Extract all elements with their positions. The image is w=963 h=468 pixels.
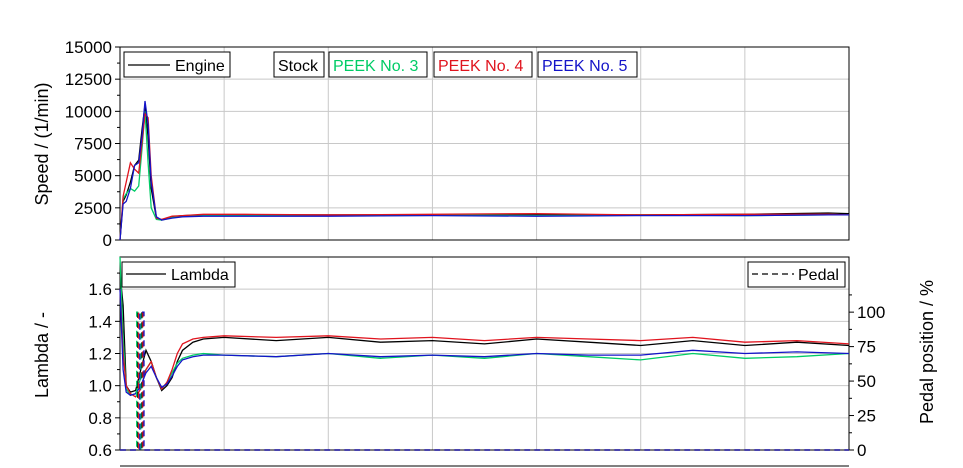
lambda-y-axis-label: Lambda / - xyxy=(32,312,52,398)
legend-stock-label: Stock xyxy=(278,58,319,75)
legend-peek5-box xyxy=(537,51,638,78)
pedal-y-axis-label: Pedal position / % xyxy=(917,280,937,424)
y-tick-label: 0.8 xyxy=(88,409,112,428)
speed-y-axis-label: Speed / (1/min) xyxy=(32,82,52,205)
speed-line-peek-no-5 xyxy=(119,100,849,241)
speed-panel: 0 2500 5000 7500 10000 12500 15000 Speed / (1/… xyxy=(32,38,850,250)
lambda-legend: Lambda Pedal xyxy=(121,261,846,288)
y-tick-label: 12500 xyxy=(65,70,112,89)
legend-peek3-label: PEEK No. 3 xyxy=(333,58,418,75)
legend-peek3-box xyxy=(328,51,428,78)
y-tick-label: 7500 xyxy=(74,135,112,154)
legend-peek4-label: PEEK No. 4 xyxy=(438,58,523,75)
legend-peek4-box xyxy=(433,51,533,78)
pedal-y-ticks: 0 25 50 75 100 xyxy=(849,294,885,460)
speed-grid xyxy=(120,47,849,240)
y-tick-label: 10000 xyxy=(65,102,112,121)
y-tick-label: 0.6 xyxy=(88,441,112,460)
lambda-line-peek-no-4 xyxy=(119,289,850,398)
y-right-tick-label: 25 xyxy=(857,407,876,426)
y-right-tick-label: 0 xyxy=(857,441,866,460)
speed-line-stock xyxy=(119,104,850,241)
speed-legend: Engine Stock PEEK No. 3 PEEK No. 4 PEEK … xyxy=(123,51,638,78)
y-right-tick-label: 50 xyxy=(857,372,876,391)
speed-series xyxy=(119,100,850,241)
y-tick-label: 1.0 xyxy=(88,377,112,396)
legend-stock-box xyxy=(273,51,325,78)
pedal-line-stock xyxy=(120,311,849,451)
legend-pedal-label: Pedal xyxy=(798,267,839,284)
y-tick-label: 0 xyxy=(103,231,112,250)
y-tick-label: 1.2 xyxy=(88,345,112,364)
y-tick-label: 1.6 xyxy=(88,280,112,299)
lambda-panel: 0.6 0.8 1.0 1.2 1.4 1.6 0 25 50 75 100 Lambda / -… xyxy=(32,256,937,460)
pedal-line-peek-no-3 xyxy=(120,311,849,451)
legend-engine-label: Engine xyxy=(175,58,225,75)
y-tick-label: 5000 xyxy=(74,167,112,186)
speed-y-ticks: 0 2500 5000 7500 10000 12500 15000 xyxy=(65,38,120,250)
legend-peek5-label: PEEK No. 5 xyxy=(542,58,627,75)
y-right-tick-label: 75 xyxy=(857,338,876,357)
pedal-line-peek-no-4 xyxy=(120,311,849,451)
legend-lambda-label: Lambda xyxy=(171,267,229,284)
y-right-tick-label: 100 xyxy=(857,303,885,322)
speed-line-peek-no-4 xyxy=(119,112,850,241)
pedal-line-peek-no-5 xyxy=(120,311,849,451)
y-tick-label: 15000 xyxy=(65,38,112,57)
lambda-y-ticks: 0.6 0.8 1.0 1.2 1.4 1.6 xyxy=(88,272,120,460)
lambda-line-stock xyxy=(119,273,850,393)
pedal-series xyxy=(120,311,849,451)
y-tick-label: 1.4 xyxy=(88,312,112,331)
y-tick-label: 2500 xyxy=(74,199,112,218)
